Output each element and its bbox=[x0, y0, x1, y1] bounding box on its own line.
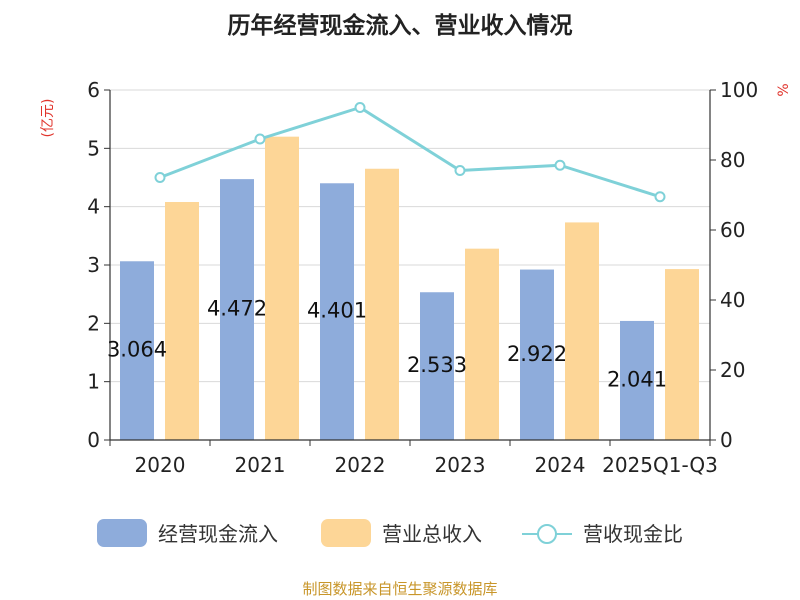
line-layer bbox=[154, 102, 666, 203]
legend-label-cash-inflow: 经营现金流入 bbox=[158, 522, 278, 546]
bar-revenue bbox=[565, 222, 599, 440]
right-axis-tick-label: 80 bbox=[720, 148, 745, 172]
legend-item-cash-ratio[interactable]: 营收现金比 bbox=[522, 522, 683, 546]
bar-cash-inflow bbox=[120, 261, 154, 440]
source-footer: 制图数据来自恒生聚源数据库 bbox=[302, 580, 497, 598]
bar-value-label: 2.922 bbox=[507, 342, 567, 366]
bar-layer bbox=[120, 136, 699, 440]
right-axis-tick-label: 60 bbox=[720, 218, 745, 242]
left-axis-tick-label: 3 bbox=[87, 253, 100, 277]
right-axis-tick-label: 20 bbox=[720, 358, 745, 382]
bar-revenue bbox=[165, 202, 199, 440]
legend-label-cash-ratio: 营收现金比 bbox=[583, 522, 683, 546]
right-axis-tick-label: 0 bbox=[720, 428, 733, 452]
right-axis-unit-label: % bbox=[776, 83, 792, 96]
legend-item-cash-inflow[interactable]: 经营现金流入 bbox=[97, 519, 278, 547]
x-axis-tick-label: 2024 bbox=[535, 453, 586, 477]
bar-value-label: 2.533 bbox=[407, 353, 467, 377]
legend-item-revenue[interactable]: 营业总收入 bbox=[321, 519, 482, 547]
bar-revenue bbox=[465, 248, 499, 440]
left-axis-unit-label: (亿元) bbox=[40, 99, 56, 138]
x-axis-tick-label: 2023 bbox=[435, 453, 486, 477]
bar-revenue bbox=[265, 136, 299, 440]
line-point-cash-ratio bbox=[154, 172, 166, 183]
right-axis-tick-label: 100 bbox=[720, 78, 758, 102]
bar-cash-inflow bbox=[620, 320, 654, 440]
bar-cash-inflow bbox=[320, 183, 354, 440]
line-point-cash-ratio bbox=[554, 159, 566, 171]
bar-value-label: 4.401 bbox=[307, 299, 367, 323]
left-axis-tick-label: 2 bbox=[87, 311, 100, 335]
bar-cash-inflow bbox=[220, 179, 254, 440]
left-axis-tick-label: 5 bbox=[87, 136, 100, 160]
bar-revenue bbox=[365, 168, 399, 440]
right-axis-tick-label: 40 bbox=[720, 288, 745, 312]
left-axis-tick-label: 4 bbox=[87, 195, 100, 219]
bar-value-label: 2.041 bbox=[607, 367, 667, 391]
chart-title: 历年经营现金流入、营业收入情况 bbox=[228, 12, 573, 39]
left-axis-tick-label: 0 bbox=[87, 428, 100, 452]
legend-marker-cash-ratio bbox=[537, 524, 557, 544]
x-axis-tick-label: 2021 bbox=[235, 453, 286, 477]
x-axis-tick-label: 2022 bbox=[335, 453, 386, 477]
line-point-cash-ratio bbox=[654, 191, 666, 203]
legend-swatch-revenue bbox=[321, 519, 371, 547]
legend-label-revenue: 营业总收入 bbox=[382, 522, 482, 546]
line-point-cash-ratio bbox=[454, 165, 466, 176]
line-point-cash-ratio bbox=[354, 102, 366, 113]
bar-value-label: 3.064 bbox=[107, 338, 167, 362]
left-axis-tick-label: 1 bbox=[87, 370, 100, 394]
bar-cash-inflow bbox=[420, 292, 454, 440]
legend: 经营现金流入 营业总收入 营收现金比 bbox=[97, 519, 683, 547]
label-layer: 3.064 4.472 4.401 2.533 2.922 2.041 bbox=[107, 297, 667, 392]
legend-swatch-cash-inflow bbox=[97, 519, 147, 547]
line-cash-ratio bbox=[159, 106, 661, 199]
x-axis-tick-label: 2025Q1-Q3 bbox=[602, 453, 718, 477]
grid-layer bbox=[110, 89, 710, 383]
line-point-cash-ratio bbox=[254, 133, 266, 145]
bar-value-label: 4.472 bbox=[207, 297, 267, 321]
bar-revenue bbox=[665, 269, 699, 440]
bar-cash-inflow bbox=[520, 269, 554, 440]
left-axis-tick-label: 6 bbox=[87, 78, 100, 102]
x-axis-tick-label: 2020 bbox=[135, 453, 186, 477]
